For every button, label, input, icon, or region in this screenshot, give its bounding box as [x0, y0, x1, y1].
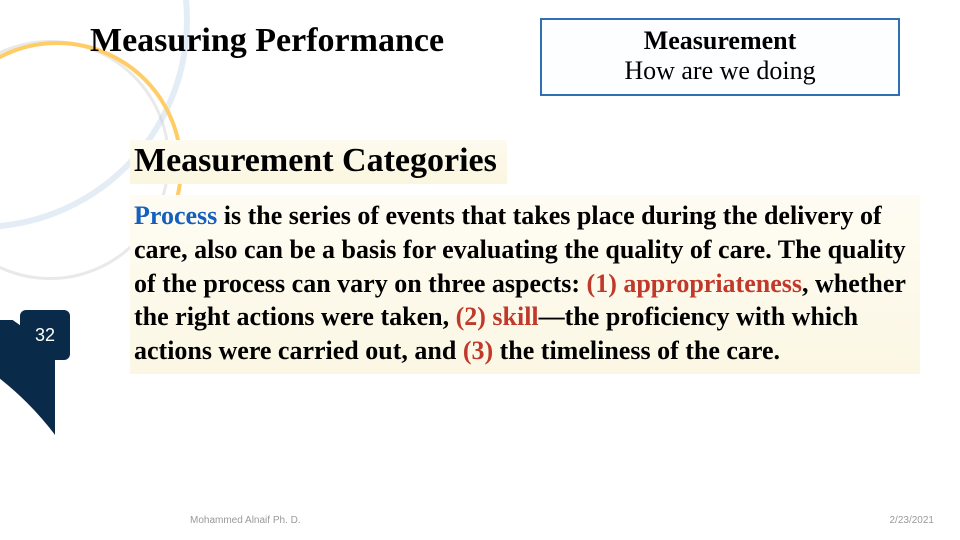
slide-title: Measuring Performance — [90, 22, 444, 60]
body-seg4: the timeliness of the care. — [493, 336, 780, 365]
body-keyword: Process — [134, 201, 217, 230]
slide: Measuring Performance Measurement How ar… — [0, 0, 960, 540]
page-number: 32 — [35, 325, 55, 346]
subheading: Measurement Categories — [130, 140, 507, 184]
body-num1: (1) appropriateness — [587, 269, 802, 298]
callout-line2: How are we doing — [552, 56, 888, 86]
callout-box: Measurement How are we doing — [540, 18, 900, 96]
page-number-badge: 32 — [20, 310, 70, 360]
body-text: Process is the series of events that tak… — [130, 195, 920, 374]
footer-author: Mohammed Alnaif Ph. D. — [190, 515, 301, 526]
callout-line1: Measurement — [552, 26, 888, 56]
body-num3: (3) — [463, 336, 493, 365]
footer-date: 2/23/2021 — [890, 515, 935, 526]
body-num2: (2) skill — [456, 302, 539, 331]
